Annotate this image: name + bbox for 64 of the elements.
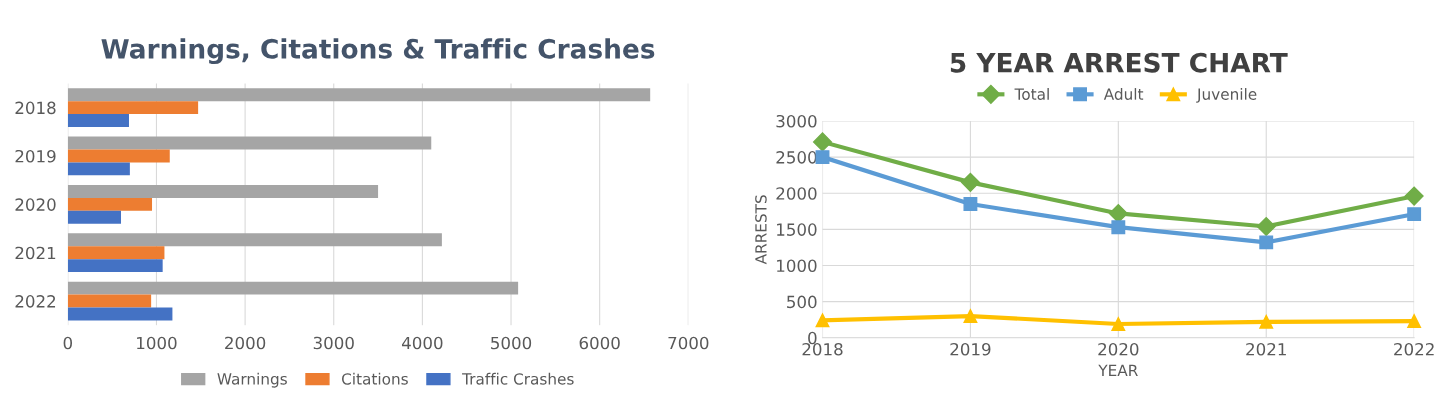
- bar: [67, 294, 152, 308]
- x-tick-label: 2022: [1394, 342, 1434, 356]
- point: [963, 309, 978, 324]
- point: [1108, 203, 1128, 223]
- y-tick-label: 2019: [15, 149, 56, 163]
- point: [963, 197, 978, 211]
- bar: [67, 149, 170, 163]
- x-tick-label: 0: [63, 336, 73, 350]
- y-tick-label: 2018: [15, 101, 56, 115]
- legend-label: Traffic Crashes: [462, 372, 574, 385]
- y-tick-label: 1000: [777, 259, 817, 273]
- y-tick-label: 2020: [15, 198, 56, 211]
- bar: [67, 114, 129, 127]
- bar: [67, 101, 199, 115]
- x-tick-label: 2020: [1098, 342, 1139, 356]
- y-tick-label: 2022: [15, 295, 56, 308]
- bar: [67, 210, 122, 224]
- point: [1111, 220, 1126, 235]
- bar: [67, 184, 379, 198]
- y-tick-label: 2000: [776, 187, 817, 200]
- point: [1111, 317, 1126, 331]
- y-tick-label: 1500: [777, 223, 817, 236]
- bar: [67, 233, 442, 247]
- point: [815, 150, 830, 165]
- x-tick-label: 6000: [579, 336, 620, 350]
- x-tick-label: 3000: [313, 336, 354, 350]
- bar: [67, 162, 130, 176]
- bar: [67, 136, 432, 150]
- y-tick-label: 2021: [15, 246, 56, 260]
- legend-label: Warnings: [217, 372, 287, 388]
- point: [960, 172, 980, 192]
- y-tick-label: 2500: [776, 151, 817, 164]
- point: [1404, 186, 1424, 206]
- point: [812, 132, 833, 152]
- legend-label: Juvenile: [1196, 88, 1257, 103]
- point: [1407, 207, 1422, 222]
- chart-title: Warnings, Citations & Traffic Crashes: [101, 38, 655, 65]
- point: [1259, 235, 1274, 250]
- bar: [67, 88, 651, 102]
- point: [1407, 314, 1422, 329]
- x-tick-label: 7000: [668, 336, 709, 350]
- x-tick-label: 1000: [137, 336, 177, 350]
- point: [1259, 314, 1274, 329]
- y-tick-label: 500: [787, 295, 817, 309]
- x-tick-label: 2019: [950, 342, 991, 356]
- legend-label: Total: [1014, 88, 1049, 100]
- y-tick-label: 3000: [776, 114, 817, 128]
- y-axis-title: ARRESTS: [755, 195, 767, 265]
- bar: [67, 197, 153, 211]
- x-tick-label: 2018: [802, 342, 843, 356]
- legend-label: Adult: [1103, 88, 1144, 100]
- point: [815, 313, 830, 328]
- bar: [67, 246, 165, 260]
- x-tick-label: 4000: [401, 336, 443, 350]
- x-axis-title: YEAR: [1098, 364, 1138, 376]
- x-tick-label: 2021: [1246, 342, 1286, 356]
- legend-label: Citations: [341, 372, 408, 385]
- bar: [67, 281, 519, 295]
- bar: [67, 307, 173, 321]
- x-tick-label: 2000: [225, 336, 266, 350]
- bar: [67, 259, 163, 273]
- point: [1256, 216, 1276, 236]
- chart-title: 5 YEAR ARREST CHART: [950, 52, 1288, 73]
- x-tick-label: 5000: [491, 336, 532, 350]
